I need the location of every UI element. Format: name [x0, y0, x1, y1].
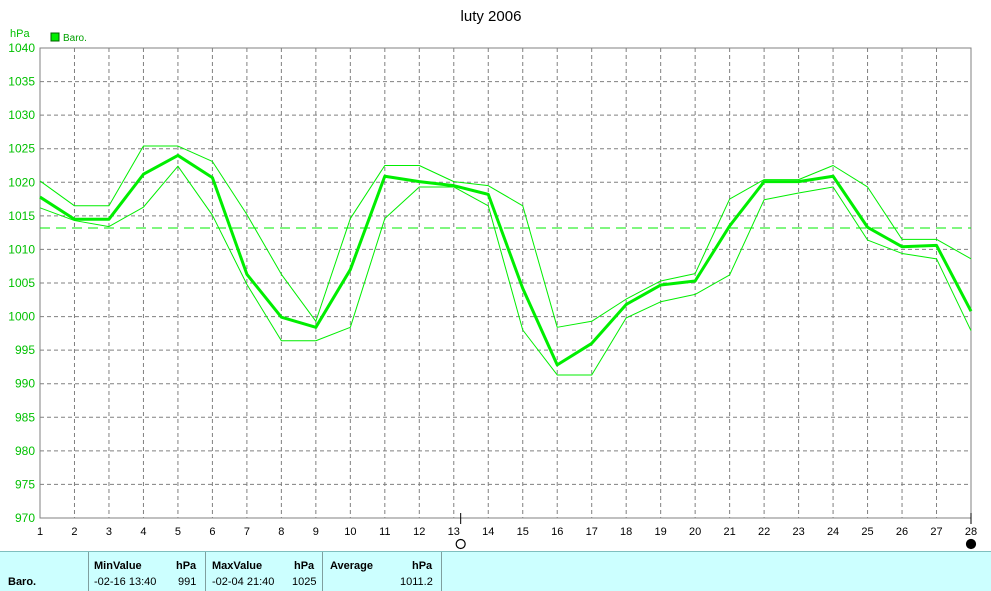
min-time: -02-16 13:40 — [94, 576, 157, 588]
min-value: 991 — [178, 576, 197, 588]
y-tick-label: 1035 — [8, 75, 35, 89]
series-line-max — [39, 145, 972, 328]
x-tick-label: 2 — [71, 526, 77, 538]
y-tick-label: 1030 — [8, 108, 35, 122]
y-tick-label: 995 — [15, 343, 35, 357]
x-tick-label: 14 — [482, 526, 494, 538]
pressure-chart: luty 2006 hPa Baro. 97097598098599099510… — [8, 8, 977, 550]
x-tick-label: 11 — [379, 526, 390, 538]
stats-row-label: Baro. — [8, 576, 37, 588]
x-tick-label: 26 — [896, 526, 908, 538]
x-tick-label: 10 — [344, 526, 356, 538]
max-unit: hPa — [294, 560, 315, 572]
x-tick-label: 23 — [792, 526, 804, 538]
min-unit: hPa — [176, 560, 197, 572]
x-tick-label: 9 — [313, 526, 319, 538]
series-layer — [39, 145, 973, 376]
y-tick-label: 975 — [15, 477, 35, 491]
y-axis-unit: hPa — [10, 28, 30, 40]
x-tick-label: 27 — [930, 526, 942, 538]
y-tick-label: 1015 — [8, 209, 35, 223]
y-tick-label: 985 — [15, 410, 35, 424]
x-tick-label: 18 — [620, 526, 632, 538]
x-tick-label: 4 — [140, 526, 146, 538]
max-header: MaxValue — [212, 560, 263, 572]
stats-min-column: MinValue hPa -02-16 13:40 991 — [89, 552, 206, 591]
average-unit: hPa — [412, 560, 433, 572]
x-tick-label: 7 — [244, 526, 250, 538]
y-tick-label: 1025 — [8, 142, 35, 156]
x-tick-label: 21 — [724, 526, 736, 538]
x-tick-label: 17 — [586, 526, 598, 538]
x-tick-label: 19 — [655, 526, 667, 538]
average-value: 1011.2 — [400, 576, 433, 588]
chart-title: luty 2006 — [461, 8, 522, 25]
y-tick-label: 1000 — [8, 310, 35, 324]
y-tick-labels: 970 975 980 985 990 995 1000 1005 1010 1015 1020 10… — [8, 41, 35, 525]
x-tick-labels: 1 2 3 4 5 6 7 8 9 10 11 12 13 14 15 16 17 18 19 20 21 22 23 24 2… — [37, 526, 977, 538]
x-tick-label: 5 — [175, 526, 181, 538]
marker-layer — [455, 513, 977, 550]
y-tick-label: 970 — [15, 511, 35, 525]
grid — [40, 48, 971, 518]
x-tick-label: 25 — [861, 526, 873, 538]
x-tick-label: 1 — [37, 526, 43, 538]
y-tick-label: 1020 — [8, 175, 35, 189]
y-tick-label: 980 — [15, 444, 35, 458]
y-tick-label: 990 — [15, 377, 35, 391]
end-marker-icon — [965, 538, 977, 550]
x-tick-label: 22 — [758, 526, 770, 538]
min-header: MinValue — [94, 560, 142, 572]
average-header: Average — [330, 560, 374, 572]
x-tick-label: 12 — [413, 526, 425, 538]
x-tick-label: 6 — [209, 526, 215, 538]
x-tick-label: 24 — [827, 526, 839, 538]
legend-label: Baro. — [63, 33, 87, 44]
x-tick-label: 3 — [106, 526, 112, 538]
series-line-min — [39, 165, 972, 376]
x-tick-label: 28 — [965, 526, 977, 538]
series-line-mean — [39, 153, 973, 367]
y-tick-label: 1010 — [8, 242, 35, 256]
current-marker-icon — [455, 538, 466, 550]
legend-swatch — [50, 32, 60, 42]
stats-label-column: Baro. — [0, 552, 89, 591]
max-time: -02-04 21:40 — [212, 576, 275, 588]
x-tick-label: 20 — [689, 526, 701, 538]
y-tick-label: 1005 — [8, 276, 35, 290]
x-tick-label: 8 — [278, 526, 284, 538]
x-tick-label: 16 — [551, 526, 563, 538]
y-tick-label: 1040 — [8, 41, 35, 55]
stats-max-column: MaxValue hPa -02-04 21:40 1025 — [206, 552, 323, 591]
max-value: 1025 — [292, 576, 317, 588]
x-tick-label: 13 — [448, 526, 460, 538]
x-tick-label: 15 — [517, 526, 529, 538]
statistics-table: Baro. MinValue hPa -02-16 13:40 991 MaxV… — [0, 551, 991, 591]
stats-average-column: Average hPa 1011.2 — [323, 552, 442, 591]
